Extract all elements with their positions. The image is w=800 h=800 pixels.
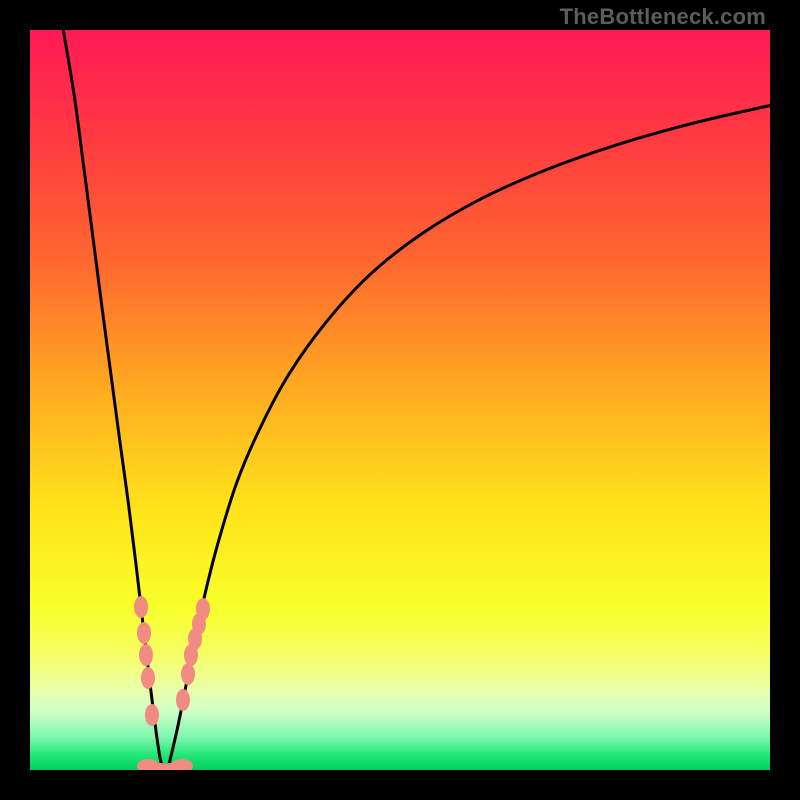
data-marker — [171, 759, 193, 770]
plot-area — [30, 30, 770, 770]
data-marker — [134, 596, 148, 618]
data-marker — [145, 704, 159, 726]
data-marker — [137, 622, 151, 644]
data-marker — [139, 644, 153, 666]
data-marker — [196, 598, 210, 620]
chart-frame: { "watermark": { "text": "TheBottleneck.… — [0, 0, 800, 800]
curve-path — [168, 105, 770, 770]
data-marker — [141, 667, 155, 689]
data-marker — [176, 689, 190, 711]
watermark-text: TheBottleneck.com — [560, 4, 766, 30]
